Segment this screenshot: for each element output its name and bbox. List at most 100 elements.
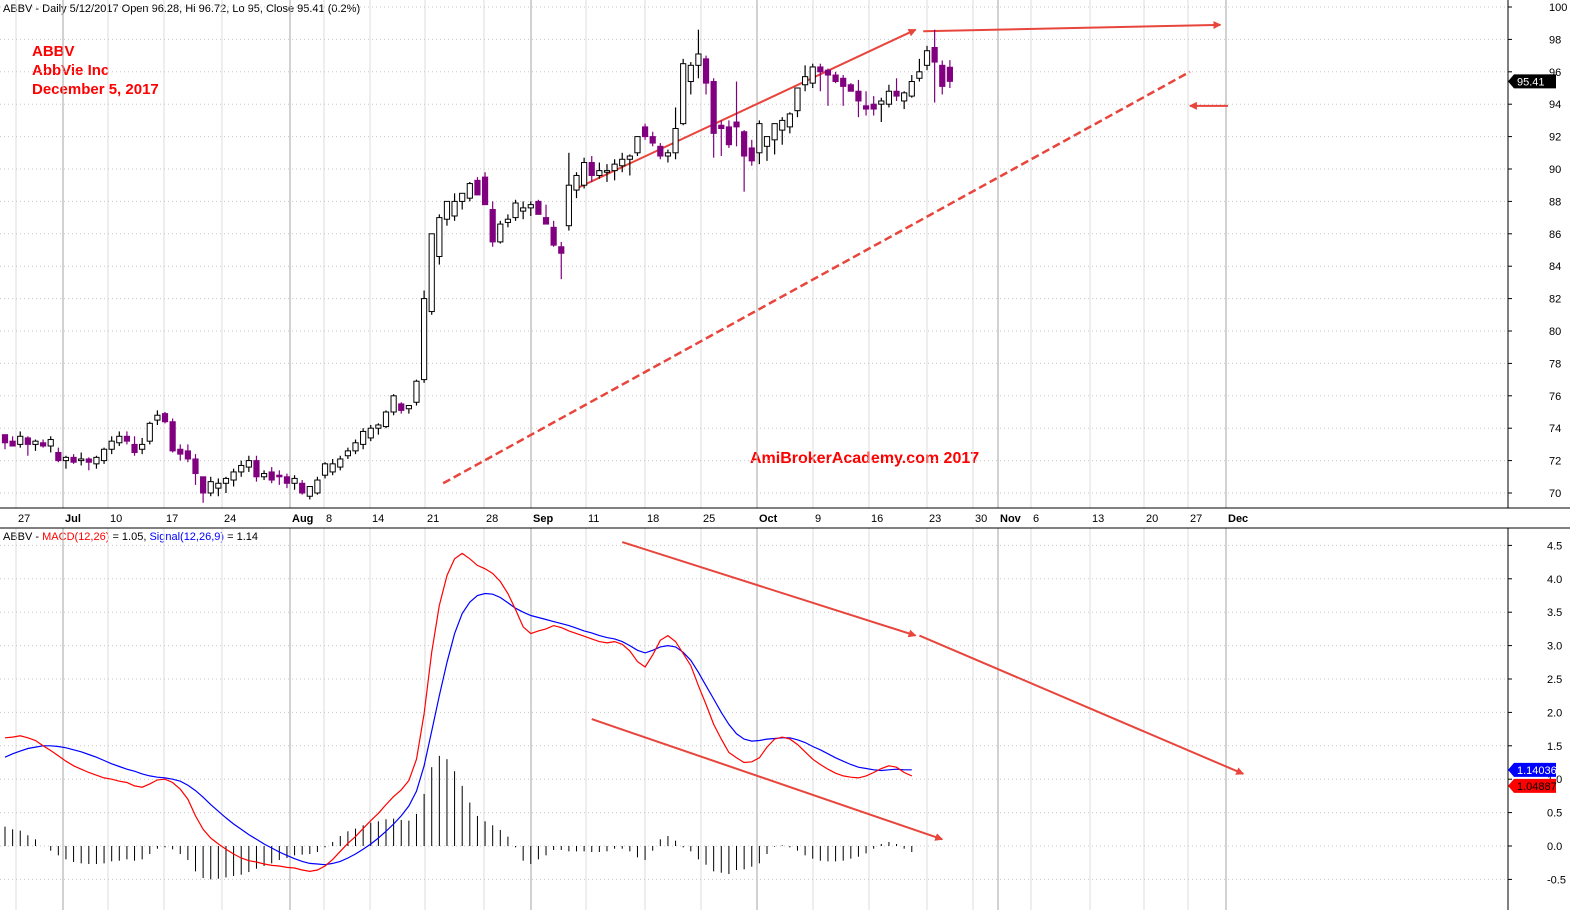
signal-line bbox=[4, 592, 912, 866]
candle bbox=[436, 217, 443, 257]
price-tick-label: 98 bbox=[1549, 34, 1561, 46]
candle bbox=[276, 474, 283, 478]
price-tick-label: 78 bbox=[1549, 358, 1561, 370]
price-tick-label: 88 bbox=[1549, 196, 1561, 208]
candle bbox=[177, 448, 184, 455]
price-tick-label: 80 bbox=[1549, 326, 1561, 338]
candle bbox=[70, 456, 77, 463]
candle bbox=[154, 414, 161, 421]
macd-header-sep: - bbox=[32, 531, 42, 543]
trend-line-higher-highs bbox=[576, 28, 917, 190]
macd-tick-label: 4.5 bbox=[1547, 540, 1562, 552]
candle bbox=[337, 458, 344, 468]
x-tick-label: 11 bbox=[588, 513, 599, 525]
candles-layer bbox=[1, 29, 953, 503]
macd-tick-label: 2.0 bbox=[1547, 707, 1562, 719]
candle bbox=[870, 103, 877, 110]
candle bbox=[855, 90, 862, 102]
price-tick-label: 74 bbox=[1549, 423, 1561, 435]
candle bbox=[748, 147, 755, 162]
candle bbox=[93, 456, 100, 465]
price-badge-text: 95.41 bbox=[1517, 76, 1545, 88]
x-tick-label: Dec bbox=[1228, 513, 1248, 525]
candle bbox=[916, 71, 923, 79]
x-tick-label: 25 bbox=[703, 513, 715, 525]
candle bbox=[161, 413, 169, 423]
candle bbox=[550, 226, 557, 246]
candle bbox=[923, 50, 931, 66]
price-tick-label: 84 bbox=[1549, 261, 1561, 273]
x-tick-label: Oct bbox=[759, 513, 778, 525]
candle bbox=[200, 476, 207, 494]
candle bbox=[360, 430, 367, 445]
candle bbox=[542, 217, 550, 225]
candle bbox=[809, 66, 816, 84]
candle bbox=[321, 463, 329, 476]
candle bbox=[131, 443, 138, 453]
candle bbox=[939, 64, 946, 87]
candle bbox=[779, 119, 786, 131]
candle bbox=[649, 136, 656, 144]
candle bbox=[222, 477, 230, 484]
price-badge-shape bbox=[1508, 74, 1556, 89]
macd-badge-text: 1.04887 bbox=[1517, 781, 1557, 793]
candle bbox=[527, 204, 534, 209]
candle bbox=[466, 183, 473, 199]
x-tick-label: Jul bbox=[65, 513, 81, 525]
price-panel-header: ABBV - Daily 5/12/2017 Open 96.28, Hi 96… bbox=[3, 3, 360, 15]
price-tick-label: 76 bbox=[1549, 391, 1561, 403]
x-tick-label: 8 bbox=[326, 513, 332, 525]
candle bbox=[238, 464, 245, 473]
candle bbox=[786, 113, 793, 128]
candle bbox=[443, 200, 451, 220]
candle bbox=[725, 126, 732, 146]
macd-tick-label: 1.5 bbox=[1547, 741, 1562, 753]
macd-tick-label: 3.5 bbox=[1547, 607, 1562, 619]
candle bbox=[626, 155, 633, 160]
macd-legend-value: = 1.05, bbox=[109, 531, 149, 543]
candle bbox=[245, 460, 252, 468]
candle bbox=[367, 427, 374, 439]
price-tick-label: 72 bbox=[1549, 456, 1561, 468]
candle bbox=[291, 477, 298, 484]
candle bbox=[794, 87, 801, 112]
macd-tick-label: 0.0 bbox=[1547, 841, 1562, 853]
candle bbox=[268, 471, 275, 481]
x-tick-label: 24 bbox=[224, 513, 236, 525]
candle bbox=[474, 179, 481, 196]
candle bbox=[451, 200, 458, 217]
candle bbox=[733, 121, 740, 128]
candle bbox=[215, 482, 222, 489]
x-tick-label: 17 bbox=[166, 513, 178, 525]
candle bbox=[687, 64, 694, 83]
candle bbox=[413, 380, 420, 403]
candle bbox=[314, 479, 321, 494]
candle bbox=[611, 163, 618, 172]
candle bbox=[512, 202, 519, 219]
candle bbox=[489, 209, 496, 243]
header-info: - Daily 5/12/2017 Open 96.28, Hi 96.72, … bbox=[32, 3, 360, 15]
candle bbox=[299, 482, 306, 494]
candle bbox=[718, 124, 725, 130]
candle bbox=[840, 77, 847, 87]
candle bbox=[24, 437, 31, 445]
candle bbox=[573, 174, 580, 191]
candle bbox=[459, 192, 466, 202]
candle bbox=[657, 145, 664, 157]
candle bbox=[893, 90, 900, 97]
trend-line-top bbox=[923, 20, 1222, 33]
candle bbox=[710, 81, 717, 134]
candle bbox=[588, 162, 595, 176]
x-tick-label: Nov bbox=[1000, 513, 1022, 525]
candle bbox=[756, 123, 763, 154]
candle bbox=[100, 448, 108, 462]
candle bbox=[847, 84, 854, 92]
macd-tick-label: 0.5 bbox=[1547, 808, 1562, 820]
candle bbox=[634, 136, 641, 154]
macd-header-symbol: ABBV bbox=[3, 531, 33, 543]
candle bbox=[230, 471, 237, 481]
candle bbox=[253, 460, 260, 478]
price-badge: 95.41 bbox=[1508, 74, 1556, 89]
candle bbox=[558, 246, 565, 254]
candle bbox=[421, 298, 428, 381]
